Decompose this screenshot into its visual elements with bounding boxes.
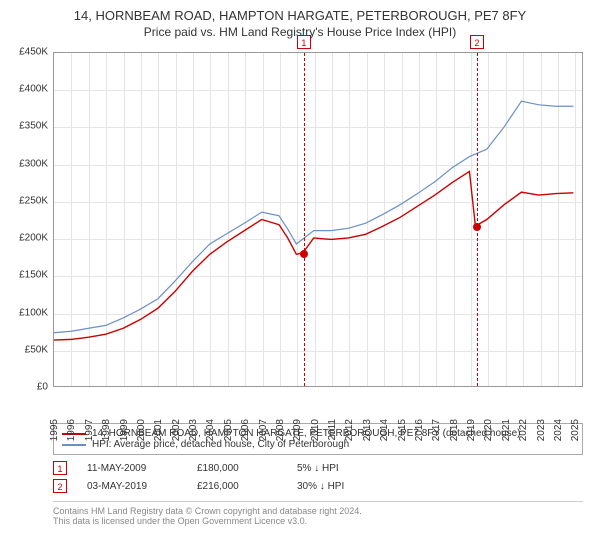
x-tick-label: 2002 (171, 419, 182, 441)
x-tick-label: 1996 (66, 419, 77, 441)
y-tick-label: £350K (19, 121, 48, 132)
footnote-line-1: Contains HM Land Registry data © Crown c… (53, 506, 583, 516)
event-price: £216,000 (197, 481, 277, 492)
sale-marker-box-2: 2 (470, 35, 484, 49)
y-tick-label: £0 (37, 382, 48, 393)
event-row: 1 11-MAY-2009 £180,000 5% ↓ HPI (53, 459, 583, 477)
y-tick-label: £450K (19, 47, 48, 58)
x-tick-label: 2001 (153, 419, 164, 441)
sale-marker-box-1: 1 (297, 35, 311, 49)
sale-marker-line-1 (304, 53, 305, 386)
footnote: Contains HM Land Registry data © Crown c… (53, 501, 583, 526)
x-tick-label: 2004 (205, 419, 216, 441)
x-tick-label: 2005 (223, 419, 234, 441)
chart-container: 12 £0 £50K £100K £150K £200K £250K £300K £350K £… (8, 47, 592, 417)
x-tick-label: 2017 (431, 419, 442, 441)
x-tick-label: 1995 (49, 419, 60, 441)
x-tick-label: 2020 (483, 419, 494, 441)
x-tick-label: 2021 (501, 419, 512, 441)
chart-lines-svg (54, 53, 582, 386)
event-marker-1: 1 (53, 461, 67, 475)
x-tick-label: 2013 (362, 419, 373, 441)
y-tick-label: £150K (19, 270, 48, 281)
x-tick-label: 2000 (136, 419, 147, 441)
series-line-property (54, 171, 573, 340)
x-tick-label: 2006 (240, 419, 251, 441)
sale-marker-dot-1 (300, 250, 308, 258)
x-tick-label: 2016 (414, 419, 425, 441)
event-price: £180,000 (197, 463, 277, 474)
legend-swatch (62, 444, 86, 446)
x-tick-label: 2019 (466, 419, 477, 441)
sale-marker-dot-2 (473, 223, 481, 231)
event-marker-2: 2 (53, 479, 67, 493)
event-date: 11-MAY-2009 (87, 463, 177, 474)
event-table: 1 11-MAY-2009 £180,000 5% ↓ HPI 2 03-MAY-2019… (53, 459, 583, 495)
x-tick-label: 2015 (397, 419, 408, 441)
x-tick-label: 1999 (119, 419, 130, 441)
y-tick-label: £200K (19, 233, 48, 244)
chart-title: 14, HORNBEAM ROAD, HAMPTON HARGATE, PETE… (8, 8, 592, 23)
x-tick-label: 2025 (570, 419, 581, 441)
x-tick-label: 2018 (449, 419, 460, 441)
plot-area: 12 (53, 52, 583, 387)
footnote-line-2: This data is licensed under the Open Gov… (53, 516, 583, 526)
series-line-hpi (54, 101, 573, 333)
y-tick-label: £50K (25, 344, 48, 355)
x-tick-label: 1997 (84, 419, 95, 441)
event-row: 2 03-MAY-2019 £216,000 30% ↓ HPI (53, 477, 583, 495)
x-tick-label: 2014 (379, 419, 390, 441)
y-tick-label: £100K (19, 307, 48, 318)
y-tick-label: £250K (19, 195, 48, 206)
event-pct: 30% ↓ HPI (297, 481, 407, 492)
x-tick-label: 2009 (292, 419, 303, 441)
x-tick-label: 1998 (101, 419, 112, 441)
x-tick-label: 2010 (310, 419, 321, 441)
x-tick-label: 2022 (518, 419, 529, 441)
y-tick-label: £300K (19, 158, 48, 169)
x-tick-label: 2011 (327, 419, 338, 441)
sale-marker-line-2 (477, 53, 478, 386)
event-date: 03-MAY-2019 (87, 481, 177, 492)
event-pct: 5% ↓ HPI (297, 463, 407, 474)
x-tick-label: 2008 (275, 419, 286, 441)
y-tick-label: £400K (19, 84, 48, 95)
x-tick-label: 2023 (536, 419, 547, 441)
x-tick-label: 2012 (344, 419, 355, 441)
x-tick-label: 2007 (258, 419, 269, 441)
x-tick-label: 2003 (188, 419, 199, 441)
x-tick-label: 2024 (553, 419, 564, 441)
